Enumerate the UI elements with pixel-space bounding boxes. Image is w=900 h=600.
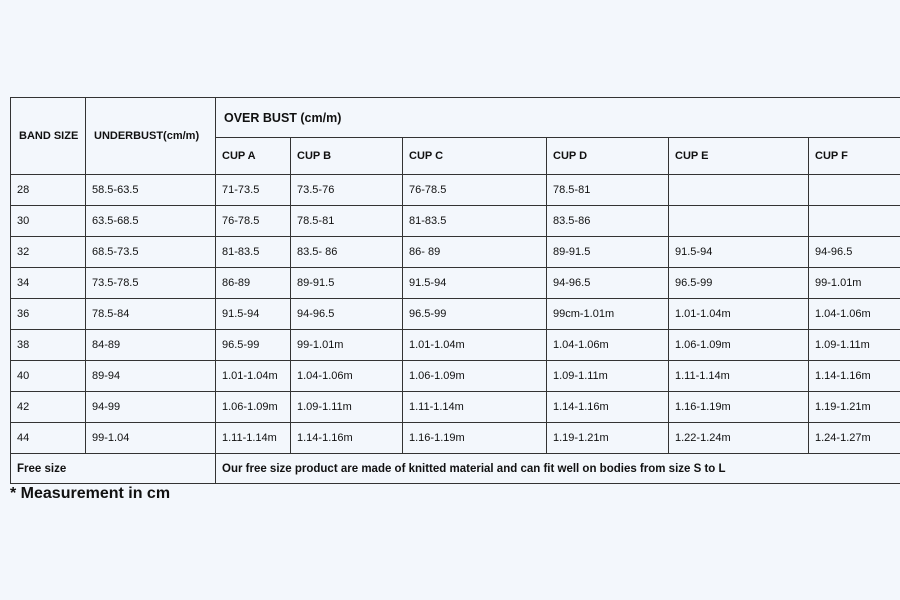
overbust-cell: 96.5-99 bbox=[668, 267, 809, 299]
band-size-cell: 36 bbox=[10, 298, 86, 330]
overbust-cell: 86-89 bbox=[215, 267, 291, 299]
overbust-cell: 1.24-1.27m bbox=[807, 422, 900, 454]
overbust-cell: 94-96.5 bbox=[546, 267, 669, 299]
overbust-cell: 91.5-94 bbox=[402, 267, 547, 299]
overbust-cell: 1.09-1.11m bbox=[290, 391, 403, 423]
overbust-cell: 99-1.01m bbox=[290, 329, 403, 361]
band-size-cell: 38 bbox=[10, 329, 86, 361]
table-row: 32 68.5-73.5 81-83.5 83.5- 86 86- 89 89-91.5 9… bbox=[10, 236, 900, 268]
cup-header: CUP F bbox=[807, 137, 900, 175]
overbust-cell: 1.11-1.14m bbox=[215, 422, 291, 454]
overbust-cell: 1.04-1.06m bbox=[807, 298, 900, 330]
band-size-cell: 44 bbox=[10, 422, 86, 454]
overbust-cell bbox=[807, 205, 900, 237]
overbust-cell: 94-96.5 bbox=[290, 298, 403, 330]
overbust-cell: 89-91.5 bbox=[546, 236, 669, 268]
table-row: 30 63.5-68.5 76-78.5 78.5-81 81-83.5 83.5-86 bbox=[10, 205, 900, 237]
underbust-cell: 99-1.04 bbox=[85, 422, 216, 454]
overbust-cell: 91.5-94 bbox=[668, 236, 809, 268]
band-size-cell: 32 bbox=[10, 236, 86, 268]
overbust-cell: 78.5-81 bbox=[290, 205, 403, 237]
overbust-cell: 83.5-86 bbox=[546, 205, 669, 237]
overbust-cell: 1.01-1.04m bbox=[668, 298, 809, 330]
overbust-cell bbox=[807, 174, 900, 206]
overbust-cell: 1.16-1.19m bbox=[668, 391, 809, 423]
underbust-cell: 78.5-84 bbox=[85, 298, 216, 330]
overbust-cell: 96.5-99 bbox=[215, 329, 291, 361]
overbust-cell: 1.22-1.24m bbox=[668, 422, 809, 454]
overbust-cell: 1.11-1.14m bbox=[668, 360, 809, 392]
overbust-cell: 81-83.5 bbox=[402, 205, 547, 237]
table-row: 40 89-94 1.01-1.04m 1.04-1.06m 1.06-1.09m 1.0… bbox=[10, 360, 900, 392]
overbust-cell bbox=[668, 205, 809, 237]
table-row: 28 58.5-63.5 71-73.5 73.5-76 76-78.5 78.5-81 bbox=[10, 174, 900, 206]
table-row: 42 94-99 1.06-1.09m 1.09-1.11m 1.11-1.14m 1.1… bbox=[10, 391, 900, 423]
overbust-cell: 76-78.5 bbox=[215, 205, 291, 237]
overbust-cell: 1.06-1.09m bbox=[402, 360, 547, 392]
overbust-cell: 1.09-1.11m bbox=[807, 329, 900, 361]
underbust-cell: 94-99 bbox=[85, 391, 216, 423]
overbust-cell: 83.5- 86 bbox=[290, 236, 403, 268]
overbust-cell: 1.01-1.04m bbox=[402, 329, 547, 361]
overbust-cell: 99cm-1.01m bbox=[546, 298, 669, 330]
cup-header: CUP E bbox=[668, 137, 809, 175]
underbust-cell: 68.5-73.5 bbox=[85, 236, 216, 268]
free-size-row: Free size Our free size product are made… bbox=[10, 453, 900, 484]
overbust-cell: 1.04-1.06m bbox=[546, 329, 669, 361]
band-size-cell: 40 bbox=[10, 360, 86, 392]
overbust-cell: 76-78.5 bbox=[402, 174, 547, 206]
free-size-label: Free size bbox=[10, 453, 216, 484]
overbust-cell: 1.04-1.06m bbox=[290, 360, 403, 392]
overbust-cell: 1.06-1.09m bbox=[215, 391, 291, 423]
underbust-cell: 63.5-68.5 bbox=[85, 205, 216, 237]
overbust-cell: 73.5-76 bbox=[290, 174, 403, 206]
overbust-cell: 81-83.5 bbox=[215, 236, 291, 268]
overbust-cell: 1.09-1.11m bbox=[546, 360, 669, 392]
overbust-cell: 1.01-1.04m bbox=[215, 360, 291, 392]
underbust-header: UNDERBUST(cm/m) bbox=[85, 97, 216, 175]
band-size-header: BAND SIZE bbox=[10, 97, 86, 175]
overbust-cell: 1.19-1.21m bbox=[807, 391, 900, 423]
free-size-description: Our free size product are made of knitte… bbox=[214, 453, 900, 484]
overbust-cell: 1.16-1.19m bbox=[402, 422, 547, 454]
overbust-cell: 1.14-1.16m bbox=[546, 391, 669, 423]
underbust-cell: 84-89 bbox=[85, 329, 216, 361]
underbust-cell: 58.5-63.5 bbox=[85, 174, 216, 206]
overbust-cell: 71-73.5 bbox=[215, 174, 291, 206]
overbust-header: OVER BUST (cm/m) bbox=[214, 97, 900, 138]
table-row: 36 78.5-84 91.5-94 94-96.5 96.5-99 99cm-1.01m… bbox=[10, 298, 900, 330]
band-size-cell: 34 bbox=[10, 267, 86, 299]
overbust-cell: 91.5-94 bbox=[215, 298, 291, 330]
table-row: 44 99-1.04 1.11-1.14m 1.14-1.16m 1.16-1.19m 1… bbox=[10, 422, 900, 454]
table-row: 34 73.5-78.5 86-89 89-91.5 91.5-94 94-96.5 96.… bbox=[10, 267, 900, 299]
overbust-cell: 1.14-1.16m bbox=[290, 422, 403, 454]
overbust-cell: 99-1.01m bbox=[807, 267, 900, 299]
underbust-cell: 89-94 bbox=[85, 360, 216, 392]
measurement-note: * Measurement in cm bbox=[10, 485, 171, 502]
overbust-cell: 78.5-81 bbox=[546, 174, 669, 206]
overbust-cell: 89-91.5 bbox=[290, 267, 403, 299]
overbust-cell: 94-96.5 bbox=[807, 236, 900, 268]
cup-header: CUP C bbox=[402, 137, 547, 175]
overbust-cell: 86- 89 bbox=[402, 236, 547, 268]
overbust-cell: 1.11-1.14m bbox=[402, 391, 547, 423]
underbust-cell: 73.5-78.5 bbox=[85, 267, 216, 299]
overbust-cell bbox=[668, 174, 809, 206]
overbust-cell: 1.06-1.09m bbox=[668, 329, 809, 361]
overbust-cell: 96.5-99 bbox=[402, 298, 547, 330]
cup-header: CUP A bbox=[215, 137, 291, 175]
overbust-cell: 1.14-1.16m bbox=[807, 360, 900, 392]
size-chart-table: BAND SIZE UNDERBUST(cm/m) OVER BUST (cm/… bbox=[10, 97, 900, 484]
table-row: 38 84-89 96.5-99 99-1.01m 1.01-1.04m 1.04-1.0… bbox=[10, 329, 900, 361]
band-size-cell: 28 bbox=[10, 174, 86, 206]
band-size-cell: 42 bbox=[10, 391, 86, 423]
cup-header: CUP D bbox=[546, 137, 669, 175]
cup-header: CUP B bbox=[290, 137, 403, 175]
overbust-cell: 1.19-1.21m bbox=[546, 422, 669, 454]
band-size-cell: 30 bbox=[10, 205, 86, 237]
